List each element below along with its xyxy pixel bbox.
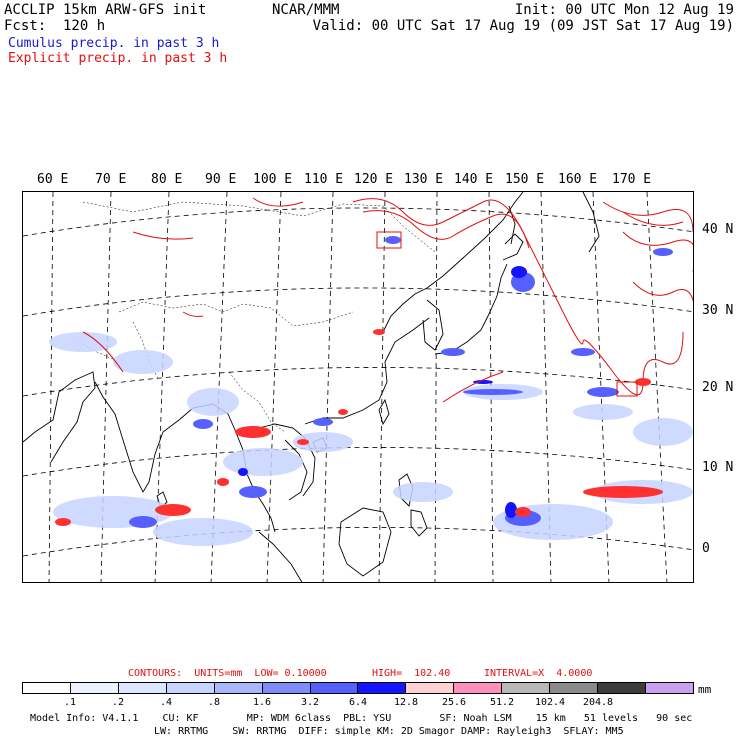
colorbar-tick-label: .8: [207, 697, 221, 708]
colorbar-tick-label: 204.8: [582, 697, 614, 708]
center-label: NCAR/MMM: [272, 2, 340, 18]
legend-explicit: Explicit precip. in past 3 h: [8, 51, 228, 66]
colorbar-segment: [70, 683, 119, 693]
colorbar-segment: [406, 683, 455, 693]
lat-label: 0: [702, 541, 710, 556]
lon-label: 160 E: [558, 172, 598, 187]
colorbar-tick-label: .1: [63, 697, 77, 708]
colorbar-tick-label: .4: [159, 697, 173, 708]
colorbar-tick-label: 3.2: [300, 697, 320, 708]
colorbar-segment: [550, 683, 599, 693]
colorbar-segment: [454, 683, 503, 693]
lon-label: 140 E: [454, 172, 494, 187]
lon-label: 130 E: [404, 172, 444, 187]
lat-label: 30 N: [702, 303, 734, 318]
colorbar-tick-label: 1.6: [252, 697, 272, 708]
colorbar-segment: [598, 683, 646, 693]
contours-interval: INTERVAL=X 4.0000: [484, 668, 593, 679]
colorbar-segment: [23, 683, 71, 693]
colorbar-segment: [502, 683, 551, 693]
lat-label: 40 N: [702, 222, 734, 237]
colorbar-segment: [166, 683, 215, 693]
valid-time: Valid: 00 UTC Sat 17 Aug 19 (09 JST Sat …: [312, 18, 734, 34]
colorbar-tick-label: 102.4: [534, 697, 566, 708]
colorbar-tick-label: 12.8: [393, 697, 419, 708]
lon-label: 150 E: [505, 172, 545, 187]
colorbar: [22, 682, 694, 694]
colorbar-segment: [310, 683, 359, 693]
model-info-line1: Model Info: V4.1.1 CU: KF MP: WDM 6class…: [30, 713, 693, 724]
explicit-precip: [55, 197, 693, 526]
colorbar-tick-label: 25.6: [441, 697, 467, 708]
lon-label: 120 E: [354, 172, 394, 187]
colorbar-tick-label: .2: [111, 697, 125, 708]
lat-label: 10 N: [702, 460, 734, 475]
init-time: Init: 00 UTC Mon 12 Aug 19: [514, 2, 734, 18]
colorbar-segment: [262, 683, 311, 693]
model-info-line2: LW: RRTMG SW: RRTMG DIFF: simple KM: 2D …: [154, 726, 624, 737]
lon-label: 170 E: [612, 172, 652, 187]
colorbar-tick-label: 51.2: [489, 697, 515, 708]
precip-map: [22, 191, 694, 583]
colorbar-unit: mm: [698, 683, 712, 696]
lon-label: 110 E: [304, 172, 344, 187]
lon-label: 70 E: [95, 172, 127, 187]
colorbar-tick-label: 6.4: [348, 697, 368, 708]
colorbar-segment: [358, 683, 407, 693]
colorbar-segment: [645, 683, 693, 693]
borders: [78, 201, 436, 433]
lon-label: 60 E: [37, 172, 69, 187]
contours-label: CONTOURS: UNITS=mm LOW= 0.10000: [128, 668, 327, 679]
colorbar-segment: [118, 683, 167, 693]
legend-cumulus: Cumulus precip. in past 3 h: [8, 36, 220, 51]
lat-label: 20 N: [702, 380, 734, 395]
lon-label: 90 E: [205, 172, 237, 187]
product-title: ACCLIP 15km ARW-GFS init: [4, 2, 207, 18]
map-canvas: [23, 192, 693, 582]
forecast-hour: Fcst: 120 h: [4, 18, 106, 34]
contours-high: HIGH= 102.40: [372, 668, 451, 679]
lon-label: 100 E: [253, 172, 293, 187]
lon-label: 80 E: [151, 172, 183, 187]
colorbar-segment: [214, 683, 263, 693]
cumulus-precip: [49, 236, 693, 546]
